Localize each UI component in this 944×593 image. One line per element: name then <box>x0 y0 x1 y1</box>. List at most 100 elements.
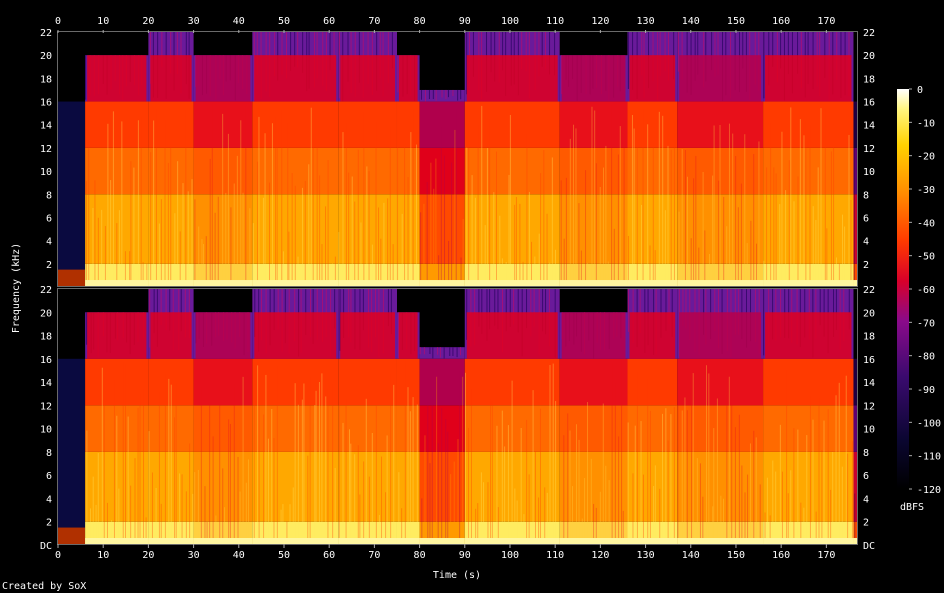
segment-streak <box>363 461 365 545</box>
segment-band <box>419 101 465 148</box>
segment-streak <box>809 396 811 545</box>
segment-streak <box>407 177 409 287</box>
segment-streak <box>533 289 535 327</box>
segment-streak <box>429 463 431 545</box>
segment-streak <box>720 495 722 545</box>
x-axis-label: Time (s) <box>433 570 481 581</box>
segment-streak <box>691 376 693 545</box>
segment-streak <box>540 173 542 287</box>
segment-streak <box>101 209 103 287</box>
y-tick-label-left: 22 <box>40 28 52 39</box>
segment-streak <box>325 396 327 545</box>
segment-streak <box>750 220 752 287</box>
segment-streak <box>633 128 635 287</box>
segment-band <box>148 538 194 545</box>
segment-streak <box>86 430 88 545</box>
segment-band <box>561 55 626 102</box>
segment-streak <box>424 89 426 102</box>
segment-streak <box>747 474 749 545</box>
segment-streak <box>554 32 556 76</box>
segment-streak <box>572 486 574 545</box>
segment-streak <box>639 289 641 333</box>
segment-band <box>763 194 854 264</box>
colorbar-label: dBFS <box>900 502 924 513</box>
segment-streak <box>329 32 331 71</box>
segment-streak <box>526 419 528 545</box>
y-tick-label-left: 4 <box>46 237 52 248</box>
segment-streak <box>170 146 172 287</box>
segment-streak <box>713 428 715 545</box>
segment-streak <box>584 478 586 545</box>
segment-band <box>85 358 149 406</box>
segment-streak <box>145 517 147 545</box>
segment-streak <box>304 180 306 287</box>
segment-streak <box>713 125 715 287</box>
segment-streak <box>139 394 141 545</box>
segment-streak <box>763 32 765 99</box>
segment-streak <box>460 257 462 287</box>
segment-streak <box>799 119 801 287</box>
segment-band <box>87 55 147 102</box>
segment-streak <box>327 388 329 545</box>
segment-band <box>85 101 149 148</box>
segment-streak <box>667 145 669 287</box>
x-tick-label-top: 90 <box>459 16 471 27</box>
segment-streak <box>652 143 654 287</box>
segment-streak <box>818 397 820 545</box>
y-tick-label-left: 20 <box>40 51 52 62</box>
segment-streak <box>728 123 730 287</box>
segment-streak <box>470 388 472 545</box>
segment-streak <box>242 192 244 287</box>
colorbar-tick-label: -50 <box>917 252 935 263</box>
segment-streak <box>412 397 414 545</box>
segment-band <box>148 405 194 452</box>
segment-band <box>763 280 854 287</box>
segment-streak <box>734 427 736 545</box>
segment-streak <box>659 32 661 77</box>
segment-streak <box>599 186 601 287</box>
segment-streak <box>502 32 504 71</box>
segment-streak <box>150 152 152 287</box>
segment-streak <box>389 127 391 287</box>
segment-streak <box>222 113 224 288</box>
segment-streak <box>137 120 139 287</box>
segment-streak <box>398 472 400 545</box>
segment-streak <box>490 32 492 73</box>
segment-band <box>853 405 858 452</box>
segment-streak <box>430 162 432 287</box>
x-tick-label-bottom: 90 <box>459 550 471 561</box>
segment-streak <box>192 493 194 545</box>
segment-streak <box>569 430 571 545</box>
segment-streak <box>835 289 837 330</box>
segment-streak <box>753 153 755 287</box>
segment-streak <box>215 515 217 545</box>
segment-streak <box>387 289 389 327</box>
segment-streak <box>785 190 787 287</box>
x-tick-label-bottom: 150 <box>727 550 745 561</box>
segment-band <box>853 521 858 545</box>
segment-streak <box>297 404 299 545</box>
segment-band <box>338 147 397 195</box>
segment-band <box>148 280 194 287</box>
segment-streak <box>312 133 314 287</box>
segment-streak <box>205 236 207 287</box>
segment-streak <box>787 32 789 75</box>
segment-streak <box>204 486 206 545</box>
segment-streak <box>607 261 609 287</box>
segment-band <box>763 147 854 195</box>
y-tick-label-left: 18 <box>40 332 52 343</box>
segment-streak <box>781 131 783 287</box>
y-tick-label-left: DC <box>40 541 52 552</box>
x-tick-label-top: 60 <box>323 16 335 27</box>
axis-ticks: 0 0 10 10 20 20 30 30 40 40 50 50 60 60 70 70 80 80 90 90 10… <box>40 16 875 561</box>
segment-streak <box>661 413 663 545</box>
segment-streak <box>605 465 607 545</box>
y-tick-label-right: 16 <box>863 355 875 366</box>
segment-streak <box>617 154 619 287</box>
segment-streak <box>160 199 162 287</box>
segment-streak <box>685 289 687 329</box>
segment-streak <box>452 347 454 357</box>
segment-streak <box>835 257 837 287</box>
segment-band <box>677 358 764 406</box>
segment-band <box>193 358 253 406</box>
